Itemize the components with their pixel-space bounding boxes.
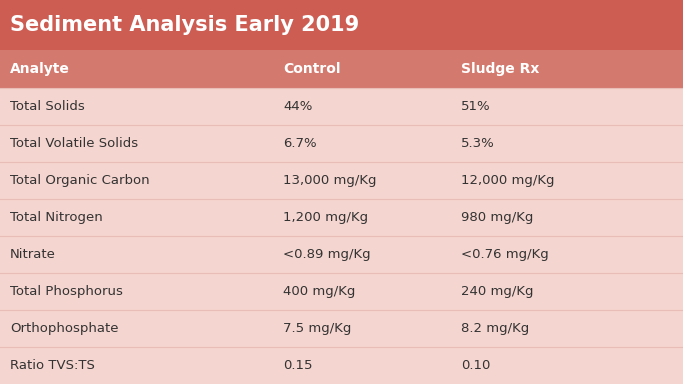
Text: <0.76 mg/Kg: <0.76 mg/Kg [461, 248, 548, 261]
Text: Nitrate: Nitrate [10, 248, 56, 261]
FancyBboxPatch shape [0, 162, 683, 199]
Text: Ratio TVS:TS: Ratio TVS:TS [10, 359, 95, 372]
Text: <0.89 mg/Kg: <0.89 mg/Kg [283, 248, 371, 261]
FancyBboxPatch shape [0, 125, 683, 162]
FancyBboxPatch shape [0, 199, 683, 236]
FancyBboxPatch shape [0, 310, 683, 347]
FancyBboxPatch shape [0, 0, 683, 50]
Text: 5.3%: 5.3% [461, 137, 494, 150]
Text: 6.7%: 6.7% [283, 137, 317, 150]
Text: 44%: 44% [283, 100, 313, 113]
FancyBboxPatch shape [0, 236, 683, 273]
Text: 51%: 51% [461, 100, 490, 113]
Text: 7.5 mg/Kg: 7.5 mg/Kg [283, 322, 352, 335]
Text: 0.10: 0.10 [461, 359, 490, 372]
FancyBboxPatch shape [0, 50, 683, 88]
Text: Sludge Rx: Sludge Rx [461, 62, 540, 76]
Text: 400 mg/Kg: 400 mg/Kg [283, 285, 356, 298]
Text: Control: Control [283, 62, 341, 76]
FancyBboxPatch shape [0, 347, 683, 384]
Text: Analyte: Analyte [10, 62, 70, 76]
Text: Orthophosphate: Orthophosphate [10, 322, 119, 335]
Text: Total Organic Carbon: Total Organic Carbon [10, 174, 150, 187]
FancyBboxPatch shape [0, 273, 683, 310]
Text: Total Nitrogen: Total Nitrogen [10, 211, 103, 224]
Text: 240 mg/Kg: 240 mg/Kg [461, 285, 533, 298]
Text: 0.15: 0.15 [283, 359, 313, 372]
Text: 13,000 mg/Kg: 13,000 mg/Kg [283, 174, 377, 187]
FancyBboxPatch shape [0, 88, 683, 125]
Text: 8.2 mg/Kg: 8.2 mg/Kg [461, 322, 529, 335]
Text: 980 mg/Kg: 980 mg/Kg [461, 211, 533, 224]
Text: 1,200 mg/Kg: 1,200 mg/Kg [283, 211, 369, 224]
Text: Total Volatile Solids: Total Volatile Solids [10, 137, 139, 150]
Text: Total Solids: Total Solids [10, 100, 85, 113]
Text: Total Phosphorus: Total Phosphorus [10, 285, 123, 298]
Text: 12,000 mg/Kg: 12,000 mg/Kg [461, 174, 555, 187]
Text: Sediment Analysis Early 2019: Sediment Analysis Early 2019 [10, 15, 359, 35]
